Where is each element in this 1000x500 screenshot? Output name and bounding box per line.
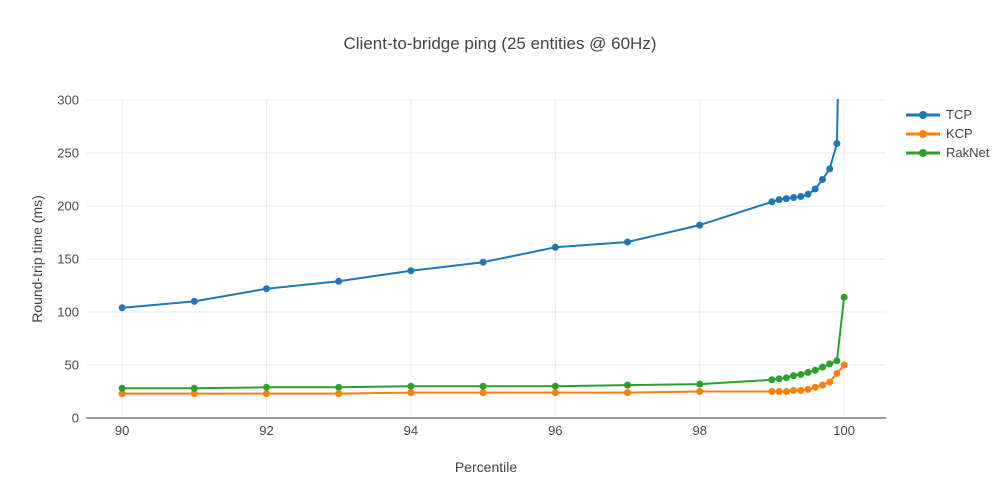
data-point-raknet[interactable] <box>551 382 559 390</box>
legend-swatch-raknet <box>906 148 940 157</box>
data-point-raknet[interactable] <box>335 383 343 391</box>
legend-item-kcp[interactable]: KCP <box>906 124 989 143</box>
y-tick-label: 250 <box>57 146 79 161</box>
data-point-raknet[interactable] <box>768 376 776 384</box>
x-tick-label: 98 <box>692 423 706 438</box>
data-point-tcp[interactable] <box>782 195 790 203</box>
data-point-tcp[interactable] <box>797 193 805 200</box>
legend-item-raknet[interactable]: RakNet <box>906 143 989 162</box>
data-point-tcp[interactable] <box>790 194 798 201</box>
chart-title: Client-to-bridge ping (25 entities @ 60H… <box>343 34 657 53</box>
legend-swatch-tcp <box>906 110 940 119</box>
data-point-raknet[interactable] <box>833 357 841 365</box>
series-line-raknet <box>122 297 846 390</box>
data-point-kcp[interactable] <box>551 389 559 397</box>
legend-item-tcp[interactable]: TCP <box>906 105 989 124</box>
data-point-kcp[interactable] <box>190 390 198 398</box>
data-point-tcp[interactable] <box>819 176 826 183</box>
y-tick-label: 150 <box>57 252 79 267</box>
data-point-kcp[interactable] <box>407 389 415 397</box>
data-point-tcp[interactable] <box>768 198 776 206</box>
data-point-kcp[interactable] <box>479 389 487 397</box>
x-tick-label: 90 <box>115 423 129 438</box>
data-point-kcp[interactable] <box>811 383 819 391</box>
data-point-tcp[interactable] <box>190 297 198 305</box>
data-point-tcp[interactable] <box>804 190 812 198</box>
legend-swatch-kcp <box>906 129 940 138</box>
legend-label: KCP <box>946 126 973 141</box>
data-point-tcp[interactable] <box>407 267 415 275</box>
series-tcp <box>118 99 841 312</box>
data-point-kcp[interactable] <box>804 385 812 393</box>
legend-label: TCP <box>946 107 972 122</box>
data-point-raknet[interactable] <box>804 368 812 376</box>
data-point-tcp[interactable] <box>263 285 270 293</box>
series-raknet <box>118 293 848 392</box>
data-point-kcp[interactable] <box>335 390 343 398</box>
data-point-tcp[interactable] <box>624 238 631 246</box>
data-point-raknet[interactable] <box>826 360 834 368</box>
data-point-kcp[interactable] <box>624 389 631 397</box>
data-point-tcp[interactable] <box>826 165 834 173</box>
series-kcp <box>118 361 848 398</box>
data-point-raknet[interactable] <box>696 380 704 388</box>
data-point-kcp[interactable] <box>826 378 834 386</box>
data-point-raknet[interactable] <box>819 363 826 371</box>
x-tick-label: 96 <box>548 423 562 438</box>
y-tick-label: 50 <box>65 358 79 373</box>
data-point-raknet[interactable] <box>407 382 415 390</box>
data-point-kcp[interactable] <box>819 381 826 389</box>
data-point-raknet[interactable] <box>624 381 631 389</box>
data-point-raknet[interactable] <box>118 384 126 392</box>
data-point-raknet[interactable] <box>797 371 805 378</box>
data-point-raknet[interactable] <box>190 384 198 392</box>
data-point-kcp[interactable] <box>118 390 126 398</box>
data-point-kcp[interactable] <box>775 388 783 395</box>
data-point-raknet[interactable] <box>263 383 270 391</box>
data-point-kcp[interactable] <box>790 386 798 394</box>
data-point-raknet[interactable] <box>782 374 790 382</box>
data-point-tcp[interactable] <box>696 221 704 229</box>
y-tick-label: 0 <box>72 411 79 426</box>
y-tick-label: 300 <box>57 93 79 108</box>
data-point-tcp[interactable] <box>833 140 841 147</box>
data-point-tcp[interactable] <box>335 277 343 285</box>
data-point-tcp[interactable] <box>479 258 487 266</box>
data-point-raknet[interactable] <box>790 372 798 380</box>
x-tick-label: 100 <box>833 423 855 438</box>
data-point-raknet[interactable] <box>840 293 848 301</box>
data-point-raknet[interactable] <box>479 382 487 390</box>
data-point-kcp[interactable] <box>797 386 805 394</box>
data-point-tcp[interactable] <box>811 185 819 193</box>
data-point-kcp[interactable] <box>768 388 776 395</box>
x-axis-title: Percentile <box>454 459 518 475</box>
data-point-kcp[interactable] <box>833 370 841 377</box>
data-point-tcp[interactable] <box>551 243 559 251</box>
data-point-kcp[interactable] <box>263 390 270 398</box>
x-tick-label: 94 <box>404 423 418 438</box>
data-point-tcp[interactable] <box>775 196 783 204</box>
data-point-kcp[interactable] <box>840 361 848 369</box>
x-tick-label: 92 <box>259 423 273 438</box>
data-point-kcp[interactable] <box>782 388 790 395</box>
data-point-tcp[interactable] <box>118 304 126 312</box>
y-tick-label: 100 <box>57 305 79 320</box>
y-tick-label: 200 <box>57 199 79 214</box>
data-point-raknet[interactable] <box>811 366 819 374</box>
legend-label: RakNet <box>946 145 990 160</box>
legend: TCP KCP RakNet <box>906 105 989 162</box>
data-point-kcp[interactable] <box>696 388 704 395</box>
data-point-raknet[interactable] <box>775 375 783 383</box>
